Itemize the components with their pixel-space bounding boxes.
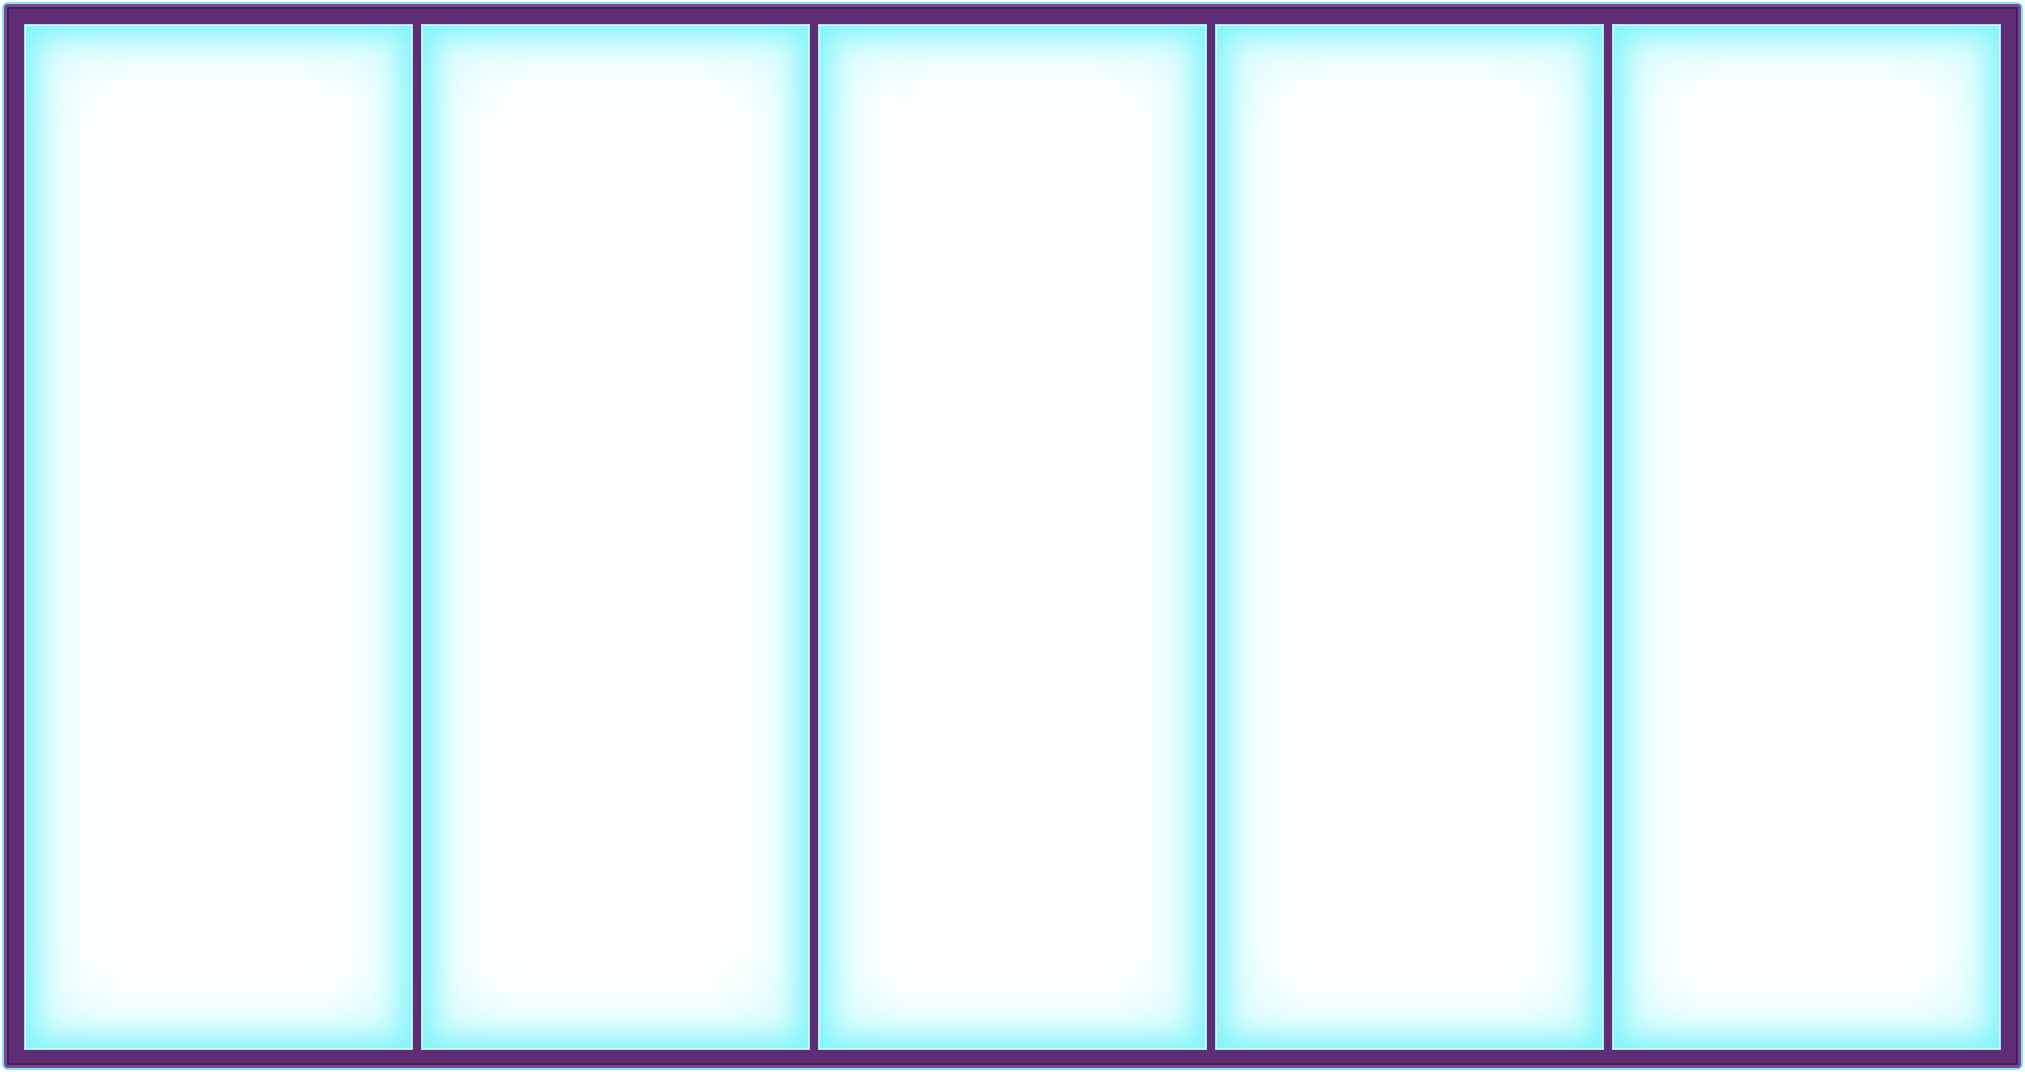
panel-2 — [421, 24, 810, 1050]
panel-4 — [1215, 24, 1604, 1050]
panel-row — [24, 24, 2001, 1050]
panel-3 — [818, 24, 1207, 1050]
panel-5 — [1612, 24, 2001, 1050]
panel-1 — [24, 24, 413, 1050]
five-panel-frame — [4, 4, 2021, 1068]
